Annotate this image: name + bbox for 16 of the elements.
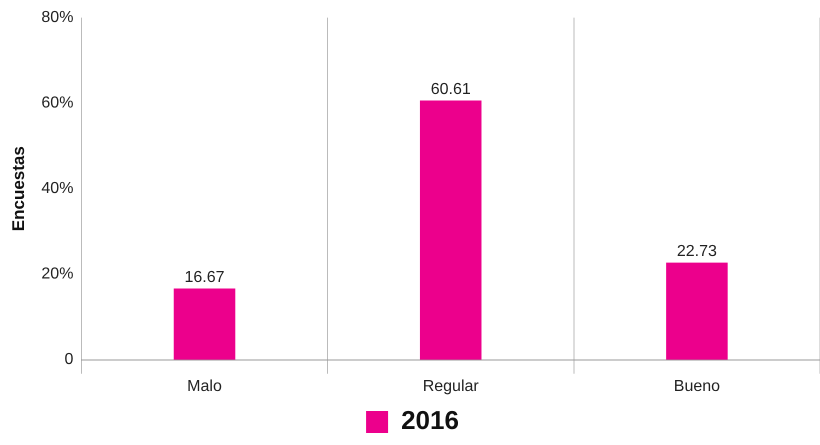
x-tick-label: Bueno <box>674 378 720 395</box>
bar <box>666 262 728 360</box>
y-tick-label: 0 <box>64 351 74 368</box>
bar <box>420 100 482 360</box>
x-tick-label: Regular <box>422 378 480 395</box>
y-tick-label: 40% <box>41 180 74 198</box>
data-label: 60.61 <box>430 80 471 98</box>
data-label: 16.67 <box>184 268 225 286</box>
legend-label: 2016 <box>401 405 459 436</box>
x-tick-label: Malo <box>187 378 222 395</box>
y-axis-title: Encuestas <box>8 146 28 232</box>
y-tick-label: 80% <box>41 9 74 26</box>
y-tick-label: 20% <box>41 266 74 283</box>
data-label: 22.73 <box>676 242 718 260</box>
bar <box>174 288 236 360</box>
y-tick-label: 60% <box>41 94 74 112</box>
